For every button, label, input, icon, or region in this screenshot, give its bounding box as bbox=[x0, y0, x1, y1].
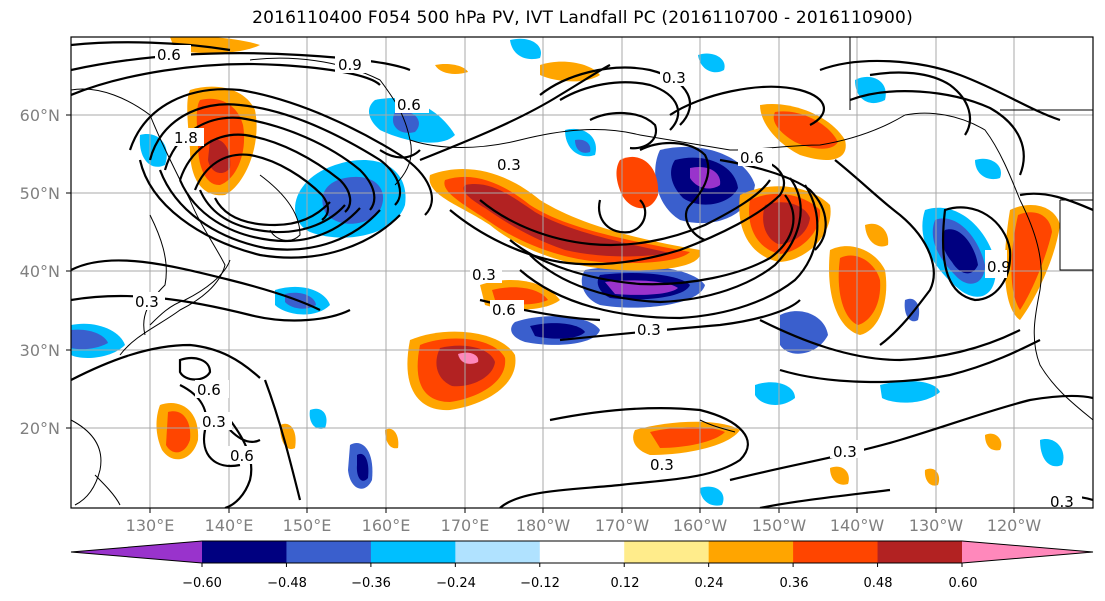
contour-label: 0.3 bbox=[662, 69, 686, 87]
contour-label: 0.6 bbox=[197, 381, 221, 399]
colorbar-segment bbox=[370, 541, 456, 563]
lon-label: 120°W bbox=[987, 516, 1042, 535]
lon-label: 160°W bbox=[673, 516, 728, 535]
colorbar-label: 0.12 bbox=[611, 576, 640, 591]
contour-label: 0.3 bbox=[637, 321, 661, 339]
negative-anomaly-shading bbox=[71, 38, 1064, 506]
colorbar-label: 0.60 bbox=[949, 576, 978, 591]
colorbar-ticks bbox=[201, 563, 963, 567]
contour-label: 0.6 bbox=[492, 301, 516, 319]
lon-label: 160°E bbox=[362, 516, 411, 535]
pv-contours bbox=[71, 41, 1093, 508]
map-title: 2016110400 F054 500 hPa PV, IVT Landfall… bbox=[252, 8, 913, 28]
contour-label: 0.3 bbox=[472, 266, 496, 284]
contour-label: 0.3 bbox=[650, 456, 674, 474]
contour-labels: 0.6 0.9 0.6 1.8 0.3 0.3 0.3 0.6 0.3 0.6 … bbox=[133, 45, 1082, 511]
colorbar-label: −0.60 bbox=[182, 576, 222, 591]
contour-label: 0.6 bbox=[157, 46, 181, 64]
graticule bbox=[71, 37, 1093, 508]
colorbar-segment bbox=[708, 541, 794, 563]
lat-label: 50°N bbox=[20, 184, 60, 203]
colorbar-segments bbox=[71, 541, 1093, 563]
plot-frame bbox=[70, 36, 1094, 509]
colorbar: −0.60 −0.48 −0.36 −0.24 −0.12 0.12 0.24 … bbox=[70, 540, 1094, 591]
lon-label: 180°W bbox=[516, 516, 571, 535]
contour-label: 0.3 bbox=[497, 156, 521, 174]
colorbar-label: 0.48 bbox=[864, 576, 893, 591]
map-content: 0.6 0.9 0.6 1.8 0.3 0.3 0.3 0.6 0.3 0.6 … bbox=[71, 37, 1093, 511]
lon-label: 140°W bbox=[830, 516, 885, 535]
colorbar-segment bbox=[877, 541, 963, 563]
lat-label: 40°N bbox=[20, 262, 60, 281]
colorbar-label: 0.36 bbox=[780, 576, 809, 591]
lon-label: 170°W bbox=[595, 516, 650, 535]
colorbar-segment bbox=[455, 541, 541, 563]
latitude-labels: 60°N 50°N 40°N 30°N 20°N bbox=[20, 106, 60, 438]
coastlines bbox=[71, 37, 1093, 506]
lon-label: 150°W bbox=[752, 516, 807, 535]
contour-label: 0.6 bbox=[230, 447, 254, 465]
colorbar-extend-max bbox=[962, 541, 1093, 563]
contour-label: 0.3 bbox=[135, 293, 159, 311]
colorbar-extend-min bbox=[71, 541, 202, 563]
colorbar-segment bbox=[286, 541, 372, 563]
contour-label: 0.3 bbox=[833, 443, 857, 461]
axis-ticks bbox=[66, 114, 1015, 513]
contour-label: 1.8 bbox=[174, 129, 198, 147]
colorbar-label: −0.36 bbox=[351, 576, 391, 591]
colorbar-segment bbox=[202, 541, 287, 563]
longitude-labels: 130°E 140°E 150°E 160°E 170°E 180°W 170°… bbox=[126, 516, 1042, 535]
lon-label: 130°E bbox=[126, 516, 175, 535]
contour-label: 0.3 bbox=[1050, 493, 1074, 511]
colorbar-label: −0.24 bbox=[436, 576, 476, 591]
lon-label: 170°E bbox=[441, 516, 490, 535]
contour-label: 0.6 bbox=[740, 149, 764, 167]
lon-label: 130°W bbox=[909, 516, 964, 535]
colorbar-label: −0.48 bbox=[267, 576, 307, 591]
contour-label: 0.3 bbox=[202, 413, 226, 431]
colorbar-label: −0.12 bbox=[520, 576, 560, 591]
contour-label: 0.6 bbox=[397, 96, 421, 114]
contour-label: 0.9 bbox=[338, 56, 362, 74]
lon-label: 150°E bbox=[283, 516, 332, 535]
contour-label: 0.9 bbox=[987, 258, 1011, 276]
lat-label: 20°N bbox=[20, 419, 60, 438]
lat-label: 60°N bbox=[20, 106, 60, 125]
colorbar-label: 0.24 bbox=[695, 576, 724, 591]
colorbar-segment bbox=[624, 541, 710, 563]
colorbar-segment bbox=[539, 541, 625, 563]
lat-label: 30°N bbox=[20, 341, 60, 360]
lon-label: 140°E bbox=[205, 516, 254, 535]
colorbar-labels: −0.60 −0.48 −0.36 −0.24 −0.12 0.12 0.24 … bbox=[182, 576, 977, 591]
colorbar-segment bbox=[793, 541, 879, 563]
